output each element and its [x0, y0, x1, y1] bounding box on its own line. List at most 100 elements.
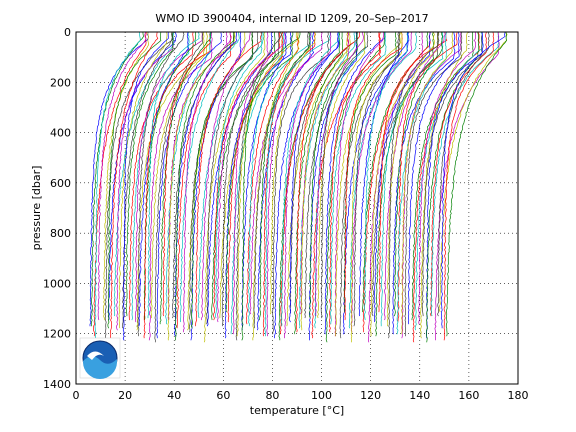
profile-line — [373, 32, 431, 323]
profile-line — [175, 32, 235, 341]
profile-line — [103, 32, 150, 321]
profile-line — [225, 32, 294, 313]
profile-line — [159, 32, 212, 325]
profile-line — [162, 32, 211, 317]
profile-line — [324, 32, 386, 335]
profile-line — [269, 32, 316, 315]
profile-line — [401, 32, 454, 335]
profile-line — [278, 32, 341, 341]
profile-line — [109, 32, 159, 343]
profile-line — [138, 32, 189, 327]
profile-line — [418, 32, 477, 325]
profile-line — [248, 32, 312, 327]
profile-line — [211, 32, 276, 321]
profile-line — [286, 32, 351, 327]
profile-line — [137, 32, 185, 337]
profile-line — [386, 32, 435, 327]
y-tick-label: 200 — [50, 76, 71, 89]
axes-frame — [75, 31, 519, 385]
profile-line — [388, 32, 440, 339]
profile-line — [233, 32, 286, 335]
profiles — [89, 32, 508, 343]
x-tick-label: 100 — [311, 389, 332, 402]
profile-line — [188, 32, 254, 333]
profile-line — [235, 32, 282, 341]
profile-line — [97, 32, 147, 321]
profile-line — [300, 32, 348, 331]
profile-line — [121, 32, 173, 329]
profile-line — [203, 32, 266, 343]
profile-line — [325, 32, 386, 343]
profile-line — [150, 32, 208, 319]
profile-line — [426, 32, 484, 339]
y-tick-label: 1400 — [43, 378, 71, 391]
profile-line — [407, 32, 460, 325]
profile-line — [143, 32, 211, 339]
profile-line — [113, 32, 175, 317]
profile-line — [371, 32, 439, 317]
y-tick-label: 0 — [64, 26, 71, 39]
profile-line — [195, 32, 262, 327]
profile-line — [236, 32, 298, 337]
profile-line — [284, 32, 332, 339]
profile-line — [206, 32, 273, 327]
profile-line — [314, 32, 366, 329]
profile-line — [122, 32, 169, 341]
profile-line — [330, 32, 387, 325]
profile-line — [206, 32, 259, 325]
profile-line — [190, 32, 242, 341]
profile-line — [116, 32, 174, 331]
profile-line — [378, 32, 448, 313]
profile-line — [438, 32, 508, 313]
profile-line — [221, 32, 280, 327]
profile-line — [404, 32, 463, 337]
y-tick-label: 1200 — [43, 328, 71, 341]
profile-line — [246, 32, 299, 325]
profile-line — [411, 32, 474, 321]
profile-line — [334, 32, 385, 337]
y-tick-label: 1000 — [43, 277, 71, 290]
profile-line — [89, 32, 149, 327]
profile-line — [344, 32, 403, 321]
profile-line — [430, 32, 487, 317]
profile-line — [191, 32, 254, 329]
profile-line — [350, 32, 403, 343]
x-tick-label: 60 — [216, 389, 230, 402]
profile-line — [443, 32, 495, 341]
profile-line — [104, 32, 174, 341]
x-tick-label: 0 — [73, 389, 80, 402]
y-tick-label: 600 — [50, 177, 71, 190]
profile-line — [179, 32, 240, 323]
profile-line — [125, 32, 174, 317]
profile-line — [241, 32, 287, 331]
profile-line — [420, 32, 468, 339]
profile-line — [219, 32, 284, 319]
profile-line — [259, 32, 311, 321]
profile-line — [437, 32, 490, 317]
profile-line — [90, 32, 144, 327]
y-axis-title: pressure [dbar] — [30, 166, 43, 251]
x-axis-title: temperature [°C] — [250, 404, 344, 417]
profile-line — [342, 32, 409, 335]
y-tick-label: 800 — [50, 227, 71, 240]
profile-line — [266, 32, 323, 337]
profile-line — [309, 32, 358, 319]
y-tick-label: 400 — [50, 127, 71, 140]
profile-line — [335, 32, 401, 337]
profile-line — [289, 32, 339, 323]
profile-line — [364, 32, 417, 321]
profile-line — [183, 32, 232, 333]
profile-line — [262, 32, 316, 337]
profile-line — [298, 32, 356, 329]
profile-line — [295, 32, 360, 333]
profile-line — [136, 32, 205, 331]
profile-line — [430, 32, 500, 317]
profile-line — [393, 32, 443, 317]
profile-line — [118, 32, 168, 329]
profile-line — [249, 32, 311, 315]
profile-line — [426, 32, 480, 343]
profile-line — [434, 32, 500, 341]
profile-line — [320, 32, 369, 319]
